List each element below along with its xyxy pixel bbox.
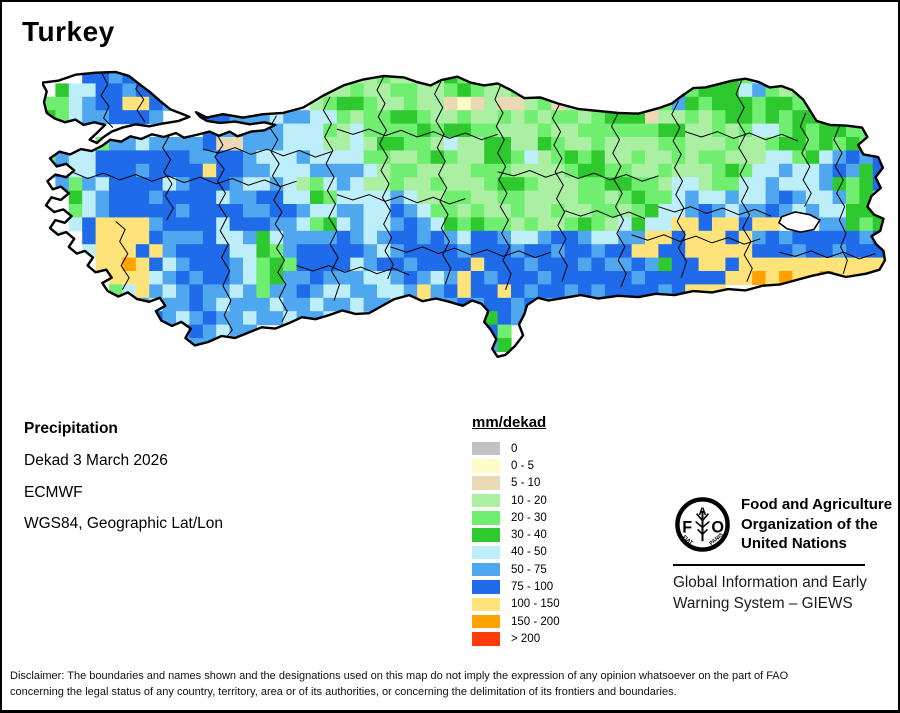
- legend-swatch: [472, 580, 500, 594]
- fao-logo-letter-f: F: [682, 518, 692, 536]
- precipitation-cells: [42, 72, 885, 357]
- legend-label: 100 - 150: [511, 598, 560, 611]
- legend-item: 0: [472, 440, 560, 457]
- legend-item: 20 - 30: [472, 509, 560, 526]
- fao-org-line: Organization of the: [741, 515, 878, 533]
- legend-item: 10 - 20: [472, 492, 560, 509]
- legend-item: 150 - 200: [472, 613, 560, 630]
- divider-line: [673, 564, 865, 566]
- info-heading: Precipitation: [24, 420, 118, 437]
- map-raster-svg: [40, 70, 887, 358]
- legend-swatch: [472, 562, 500, 577]
- page-title: Turkey: [22, 16, 115, 47]
- country-outline: [44, 74, 887, 358]
- lake-van: [778, 211, 822, 233]
- info-projection: WGS84, Geographic Lat/Lon: [24, 515, 224, 532]
- legend-label: 40 - 50: [511, 546, 547, 559]
- legend-label: 0 - 5: [511, 459, 535, 472]
- legend-item: 30 - 40: [472, 526, 560, 543]
- giews-line: Warning System – GIEWS: [673, 594, 853, 612]
- fao-logo-icon: F A O FIAT PANIS: [675, 497, 730, 552]
- legend-swatch: [472, 476, 500, 490]
- legend-label: 50 - 75: [511, 563, 547, 576]
- legend-item: 5 - 10: [472, 475, 560, 492]
- legend-label: 30 - 40: [511, 529, 547, 542]
- legend-swatch: [472, 511, 500, 525]
- fao-org-line: United Nations: [741, 535, 847, 552]
- legend-label: 10 - 20: [511, 494, 547, 507]
- fao-org-line: Food and Agriculture: [741, 496, 893, 513]
- legend-label: 75 - 100: [511, 581, 554, 594]
- legend-item: 75 - 100: [472, 578, 560, 595]
- country-outline: [40, 70, 191, 145]
- giews-label: Global Information and Early Warning Sys…: [673, 573, 867, 614]
- legend-swatch: [472, 545, 500, 560]
- info-source: ECMWF: [24, 484, 83, 501]
- legend-swatch: [472, 632, 500, 646]
- legend-swatch: [472, 597, 500, 612]
- disclaimer: Disclaimer: The boundaries and names sho…: [10, 669, 896, 700]
- legend-item: 40 - 50: [472, 544, 560, 561]
- legend-swatch: [472, 441, 500, 456]
- legend-swatch: [472, 459, 500, 473]
- legend-item: > 200: [472, 630, 560, 647]
- legend-label: > 200: [511, 632, 541, 645]
- legend-swatch: [472, 528, 500, 542]
- fao-org-name: Food and Agriculture Organization of the…: [741, 495, 892, 554]
- map-legend: mm/dekad 0 0 - 5 5 - 10 10 - 20 20 - 30 30 - …: [472, 414, 560, 648]
- legend-title: mm/dekad: [472, 414, 547, 431]
- legend-label: 150 - 200: [511, 615, 560, 628]
- legend-item: 100 - 150: [472, 596, 560, 613]
- disclaimer-line: concerning the legal status of any count…: [10, 685, 677, 698]
- legend-swatch: [472, 614, 500, 629]
- fao-logo-letter-a: A: [698, 506, 706, 518]
- legend-item: 0 - 5: [472, 457, 560, 474]
- legend-label: 0: [511, 442, 518, 455]
- legend-label: 20 - 30: [511, 511, 547, 524]
- info-dekad: Dekad 3 March 2026: [24, 452, 168, 469]
- giews-line: Global Information and Early: [673, 574, 867, 591]
- legend-label: 5 - 10: [511, 477, 541, 490]
- disclaimer-line: Disclaimer: The boundaries and names sho…: [10, 670, 789, 682]
- legend-swatch: [472, 493, 500, 508]
- legend-items: 0 0 - 5 5 - 10 10 - 20 20 - 30 30 - 40 40 - 50…: [472, 440, 560, 648]
- legend-item: 50 - 75: [472, 561, 560, 578]
- province-boundaries: [55, 73, 876, 338]
- fao-logo-letter-o: O: [711, 518, 724, 536]
- turkey-precipitation-map: [40, 70, 887, 366]
